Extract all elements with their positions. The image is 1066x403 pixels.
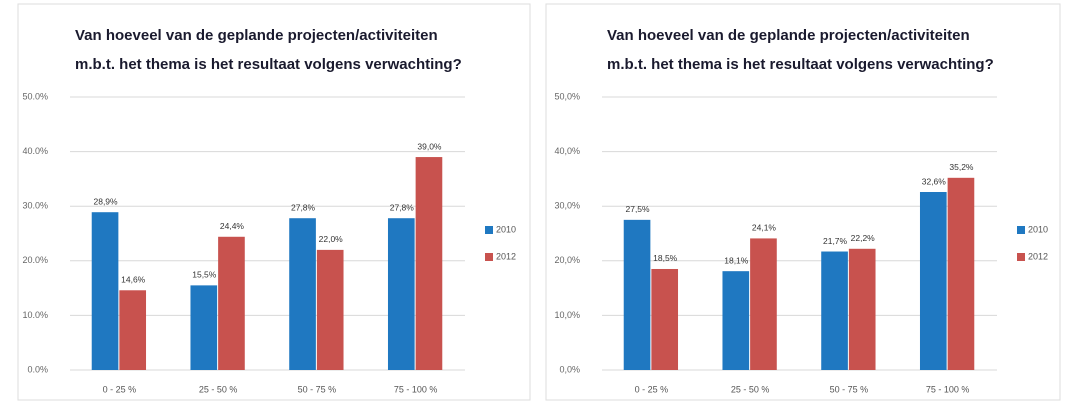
value-label: 35,2% [949, 162, 974, 172]
bar [316, 249, 344, 370]
legend-swatch [485, 253, 493, 261]
x-tick-label: 75 - 100 % [394, 384, 438, 394]
value-label: 24,1% [752, 223, 777, 233]
legend-swatch [1017, 226, 1025, 234]
bar [119, 290, 147, 370]
y-tick-label: 20,0% [554, 255, 580, 265]
value-label: 24,4% [220, 221, 245, 231]
y-tick-label: 30.0% [22, 201, 48, 211]
x-tick-label: 25 - 50 % [199, 384, 238, 394]
x-tick-label: 0 - 25 % [103, 384, 137, 394]
legend-swatch [485, 226, 493, 234]
bar [919, 192, 947, 370]
value-label: 22,0% [319, 234, 344, 244]
value-label: 39,0% [417, 141, 442, 151]
y-tick-label: 0.0% [27, 364, 48, 374]
y-tick-label: 30,0% [554, 201, 580, 211]
bar [190, 285, 218, 370]
x-tick-label: 50 - 75 % [298, 384, 337, 394]
legend-label: 2012 [496, 251, 516, 261]
bar [848, 248, 876, 370]
chart-title: Van hoeveel van de geplande projecten/ac… [75, 27, 438, 44]
bar [750, 238, 777, 370]
y-tick-label: 20.0% [22, 255, 48, 265]
chart-frame [545, 3, 1061, 401]
value-label: 27,5% [625, 204, 650, 214]
value-label: 28,9% [93, 196, 118, 206]
bar [821, 251, 848, 370]
legend-label: 2012 [1028, 251, 1048, 261]
bar [415, 157, 443, 370]
legend-label: 2010 [496, 224, 516, 234]
legend-swatch [1017, 253, 1025, 261]
y-tick-label: 10.0% [22, 310, 48, 320]
y-tick-label: 40.0% [22, 146, 48, 156]
x-tick-label: 0 - 25 % [635, 384, 669, 394]
bar [651, 268, 679, 370]
bar [91, 212, 119, 370]
y-tick-label: 40,0% [554, 146, 580, 156]
x-tick-label: 50 - 75 % [830, 384, 869, 394]
value-label: 32,6% [922, 176, 947, 186]
bar [218, 236, 245, 370]
bar [289, 218, 316, 370]
bar [947, 177, 975, 370]
value-label: 22,2% [851, 233, 876, 243]
chart-title: Van hoeveel van de geplande projecten/ac… [607, 27, 970, 44]
y-tick-label: 10,0% [554, 310, 580, 320]
chart-title: m.b.t. het thema is het resultaat volgen… [607, 56, 994, 73]
value-label: 14,6% [121, 275, 146, 285]
legend-label: 2010 [1028, 224, 1048, 234]
y-tick-label: 50.0% [22, 91, 48, 101]
value-label: 27,8% [390, 202, 415, 212]
chart-title: m.b.t. het thema is het resultaat volgen… [75, 56, 462, 73]
x-tick-label: 25 - 50 % [731, 384, 770, 394]
x-tick-label: 75 - 100 % [926, 384, 970, 394]
value-label: 15,5% [192, 270, 217, 280]
value-label: 18,1% [724, 255, 749, 265]
bar [722, 271, 750, 370]
y-tick-label: 0,0% [559, 364, 580, 374]
y-tick-label: 50,0% [554, 91, 580, 101]
bar [387, 218, 415, 370]
value-label: 27,8% [291, 202, 316, 212]
value-label: 18,5% [653, 253, 678, 263]
value-label: 21,7% [823, 236, 848, 246]
bar [623, 219, 651, 370]
chart-frame [17, 3, 531, 401]
